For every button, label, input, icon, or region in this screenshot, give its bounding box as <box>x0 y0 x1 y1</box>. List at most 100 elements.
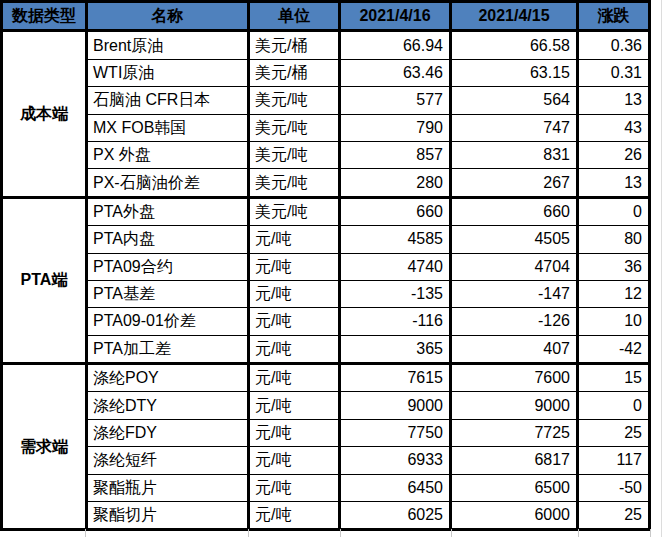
value-cell-0416[interactable]: 6933 <box>340 447 451 474</box>
value-cell-0415[interactable]: 63.15 <box>451 59 578 86</box>
change-cell[interactable]: 43 <box>578 114 650 141</box>
unit-cell[interactable]: 美元/桶 <box>249 31 340 59</box>
change-cell[interactable]: 0.36 <box>578 31 650 59</box>
name-cell[interactable]: Brent原油 <box>87 31 249 59</box>
value-cell-0415[interactable]: 407 <box>451 335 578 363</box>
value-cell-0416[interactable]: 280 <box>340 169 451 197</box>
unit-cell[interactable]: 元/吨 <box>249 364 340 392</box>
name-cell[interactable]: 涤纶FDY <box>87 419 249 446</box>
col-header-data-type[interactable]: 数据类型 <box>2 2 87 31</box>
col-header-date-0416[interactable]: 2021/4/16 <box>340 2 451 31</box>
unit-cell[interactable]: 元/吨 <box>249 335 340 363</box>
value-cell-0415[interactable]: 6817 <box>451 447 578 474</box>
change-cell[interactable]: -42 <box>578 335 650 363</box>
value-cell-0415[interactable]: 66.58 <box>451 31 578 59</box>
change-cell[interactable]: -50 <box>578 474 650 501</box>
value-cell-0416[interactable]: 63.46 <box>340 59 451 86</box>
change-cell[interactable]: 15 <box>578 364 650 392</box>
value-cell-0416[interactable]: 6450 <box>340 474 451 501</box>
name-cell[interactable]: 涤纶POY <box>87 364 249 392</box>
unit-cell[interactable]: 元/吨 <box>249 447 340 474</box>
change-cell[interactable]: 25 <box>578 502 650 530</box>
unit-cell[interactable]: 元/吨 <box>249 253 340 280</box>
value-cell-0415[interactable]: 660 <box>451 197 578 225</box>
value-cell-0415[interactable]: 4704 <box>451 253 578 280</box>
value-cell-0415[interactable]: 7725 <box>451 419 578 446</box>
change-cell[interactable]: 117 <box>578 447 650 474</box>
value-cell-0416[interactable]: 7750 <box>340 419 451 446</box>
name-cell[interactable]: PTA加工差 <box>87 335 249 363</box>
unit-cell[interactable]: 美元/桶 <box>249 59 340 86</box>
name-cell[interactable]: 石脑油 CFR日本 <box>87 87 249 114</box>
change-cell[interactable]: 10 <box>578 308 650 335</box>
value-cell-0415[interactable]: 564 <box>451 87 578 114</box>
value-cell-0415[interactable]: 9000 <box>451 392 578 419</box>
change-cell[interactable]: 13 <box>578 87 650 114</box>
value-cell-0415[interactable]: 6500 <box>451 474 578 501</box>
name-cell[interactable]: 聚酯切片 <box>87 502 249 530</box>
value-cell-0416[interactable]: 4585 <box>340 226 451 253</box>
value-cell-0416[interactable]: -135 <box>340 280 451 307</box>
name-cell[interactable]: MX FOB韩国 <box>87 114 249 141</box>
unit-cell[interactable]: 元/吨 <box>249 226 340 253</box>
change-cell[interactable]: 26 <box>578 141 650 168</box>
value-cell-0415[interactable]: 4505 <box>451 226 578 253</box>
unit-cell[interactable]: 美元/吨 <box>249 114 340 141</box>
value-cell-0415[interactable]: 747 <box>451 114 578 141</box>
group-cell-pta[interactable]: PTA端 <box>2 197 87 363</box>
name-cell[interactable]: 聚酯瓶片 <box>87 474 249 501</box>
change-cell[interactable]: 0 <box>578 392 650 419</box>
group-cell-demand[interactable]: 需求端 <box>2 364 87 530</box>
change-cell[interactable]: 0.31 <box>578 59 650 86</box>
unit-cell[interactable]: 美元/吨 <box>249 141 340 168</box>
value-cell-0416[interactable]: 6025 <box>340 502 451 530</box>
unit-cell[interactable]: 美元/吨 <box>249 87 340 114</box>
change-cell[interactable]: 0 <box>578 197 650 225</box>
name-cell[interactable]: PTA内盘 <box>87 226 249 253</box>
name-cell[interactable]: PTA外盘 <box>87 197 249 225</box>
name-cell[interactable]: WTI原油 <box>87 59 249 86</box>
gridline <box>650 529 651 537</box>
change-cell[interactable]: 25 <box>578 419 650 446</box>
name-cell[interactable]: 涤纶DTY <box>87 392 249 419</box>
value-cell-0416[interactable]: 7615 <box>340 364 451 392</box>
value-cell-0416[interactable]: 4740 <box>340 253 451 280</box>
name-cell[interactable]: PTA09-01价差 <box>87 308 249 335</box>
value-cell-0415[interactable]: 267 <box>451 169 578 197</box>
name-cell[interactable]: PTA基差 <box>87 280 249 307</box>
value-cell-0416[interactable]: 577 <box>340 87 451 114</box>
value-cell-0415[interactable]: 6000 <box>451 502 578 530</box>
change-cell[interactable]: 36 <box>578 253 650 280</box>
name-cell[interactable]: 涤纶短纤 <box>87 447 249 474</box>
change-cell[interactable]: 12 <box>578 280 650 307</box>
unit-cell[interactable]: 元/吨 <box>249 474 340 501</box>
value-cell-0416[interactable]: 66.94 <box>340 31 451 59</box>
unit-cell[interactable]: 元/吨 <box>249 419 340 446</box>
value-cell-0416[interactable]: 790 <box>340 114 451 141</box>
value-cell-0415[interactable]: -147 <box>451 280 578 307</box>
value-cell-0415[interactable]: 7600 <box>451 364 578 392</box>
unit-cell[interactable]: 美元/吨 <box>249 169 340 197</box>
value-cell-0415[interactable]: 831 <box>451 141 578 168</box>
name-cell[interactable]: PX-石脑油价差 <box>87 169 249 197</box>
unit-cell[interactable]: 美元/吨 <box>249 197 340 225</box>
value-cell-0416[interactable]: 365 <box>340 335 451 363</box>
unit-cell[interactable]: 元/吨 <box>249 280 340 307</box>
col-header-unit[interactable]: 单位 <box>249 2 340 31</box>
value-cell-0416[interactable]: 857 <box>340 141 451 168</box>
col-header-date-0415[interactable]: 2021/4/15 <box>451 2 578 31</box>
unit-cell[interactable]: 元/吨 <box>249 308 340 335</box>
value-cell-0415[interactable]: -126 <box>451 308 578 335</box>
name-cell[interactable]: PTA09合约 <box>87 253 249 280</box>
change-cell[interactable]: 80 <box>578 226 650 253</box>
value-cell-0416[interactable]: 9000 <box>340 392 451 419</box>
unit-cell[interactable]: 元/吨 <box>249 392 340 419</box>
name-cell[interactable]: PX 外盘 <box>87 141 249 168</box>
value-cell-0416[interactable]: -116 <box>340 308 451 335</box>
group-cell-cost[interactable]: 成本端 <box>2 31 87 197</box>
change-cell[interactable]: 13 <box>578 169 650 197</box>
unit-cell[interactable]: 元/吨 <box>249 502 340 530</box>
col-header-change[interactable]: 涨跌 <box>578 2 650 31</box>
col-header-name[interactable]: 名称 <box>87 2 249 31</box>
value-cell-0416[interactable]: 660 <box>340 197 451 225</box>
